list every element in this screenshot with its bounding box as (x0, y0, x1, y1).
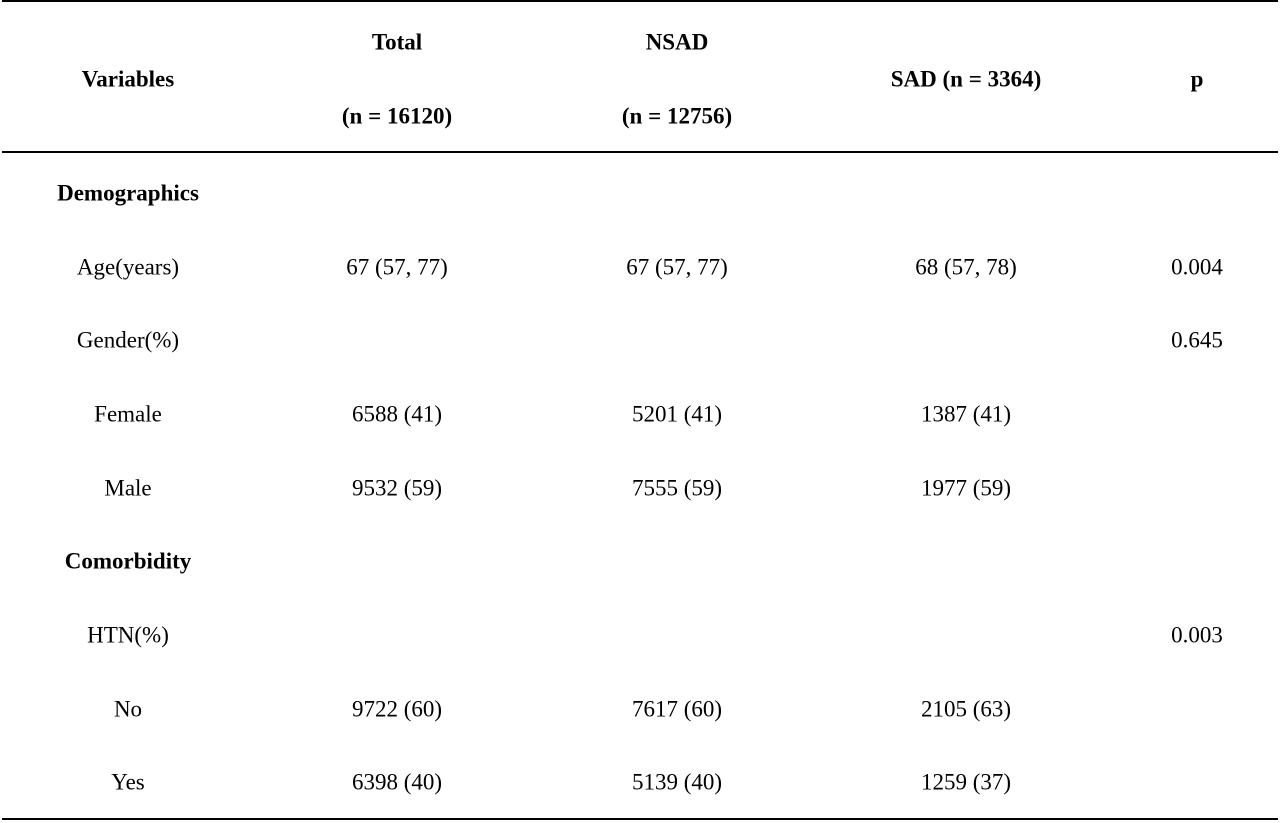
header-total: Total (371, 29, 423, 55)
row-female-sad: 1387 (41) (920, 401, 1012, 427)
row-age-nsad: 67 (57, 77) (626, 254, 728, 280)
row-male-sad: 1977 (59) (920, 475, 1012, 501)
header-variables: Variables (81, 66, 175, 92)
row-age-total: 67 (57, 77) (346, 254, 448, 280)
section-label-comorbidity: Comorbidity (64, 548, 192, 574)
row-male-total: 9532 (59) (351, 475, 443, 501)
row-male-nsad: 7555 (59) (631, 475, 723, 501)
row-label-age: Age(years) (76, 254, 180, 280)
row-no-nsad: 7617 (60) (631, 696, 723, 722)
row-label-no: No (113, 696, 143, 722)
row-female-total: 6588 (41) (351, 401, 443, 427)
row-yes-sad: 1259 (37) (920, 769, 1012, 795)
row-age-p: 0.004 (1171, 254, 1223, 280)
table-header-rule (2, 151, 1278, 153)
section-label-demographics: Demographics (57, 180, 199, 206)
row-label-yes: Yes (111, 769, 145, 795)
row-gender-p: 0.645 (1171, 327, 1223, 353)
header-p: p (1190, 66, 1204, 92)
row-yes-nsad: 5139 (40) (631, 769, 723, 795)
row-no-total: 9722 (60) (351, 696, 443, 722)
row-label-female: Female (94, 401, 162, 427)
row-htn-p: 0.003 (1171, 622, 1223, 648)
header-sad: SAD (n = 3364) (890, 66, 1042, 92)
row-label-male: Male (104, 475, 152, 501)
table-top-rule (2, 0, 1278, 2)
header-nsad-n: (n = 12756) (621, 103, 733, 129)
row-yes-total: 6398 (40) (351, 769, 443, 795)
table-bottom-rule (2, 818, 1278, 820)
header-nsad: NSAD (645, 29, 709, 55)
row-label-htn: HTN(%) (87, 622, 169, 648)
row-age-sad: 68 (57, 78) (915, 254, 1017, 280)
row-label-gender: Gender(%) (76, 327, 180, 353)
row-no-sad: 2105 (63) (920, 696, 1012, 722)
row-female-nsad: 5201 (41) (631, 401, 723, 427)
header-total-n: (n = 16120) (341, 103, 453, 129)
